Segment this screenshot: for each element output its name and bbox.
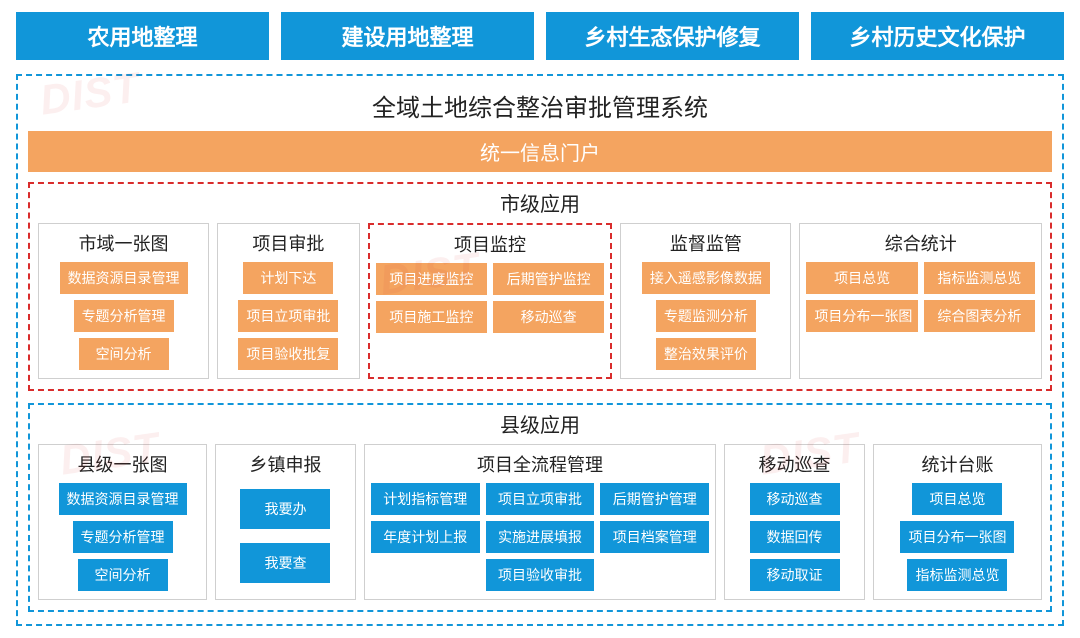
- col-title: 监督监管: [627, 230, 784, 256]
- pill-item[interactable]: 专题监测分析: [656, 300, 756, 332]
- section-county-title: 县级应用: [38, 409, 1042, 438]
- pill-item[interactable]: 空间分析: [79, 338, 169, 370]
- county-columns: 县级一张图 数据资源目录管理 专题分析管理 空间分析 乡镇申报 我要办 我要查 …: [38, 444, 1042, 600]
- city-columns: 市域一张图 数据资源目录管理 专题分析管理 空间分析 项目审批 计划下达 项目立…: [38, 223, 1042, 379]
- pill-item[interactable]: 项目档案管理: [600, 521, 709, 553]
- section-city-title: 市级应用: [38, 188, 1042, 217]
- pill-item[interactable]: 项目进度监控: [376, 263, 487, 295]
- section-city: 市级应用 市域一张图 数据资源目录管理 专题分析管理 空间分析 项目审批 计划下…: [28, 182, 1052, 391]
- section-county: 县级应用 县级一张图 数据资源目录管理 专题分析管理 空间分析 乡镇申报 我要办…: [28, 403, 1052, 612]
- top-tabs-row: 农用地整理 建设用地整理 乡村生态保护修复 乡村历史文化保护: [16, 12, 1064, 60]
- col-title: 综合统计: [806, 230, 1035, 256]
- pill-item[interactable]: 项目总览: [912, 483, 1002, 515]
- pill-item[interactable]: 移动巡查: [750, 483, 840, 515]
- pill-item[interactable]: 计划下达: [243, 262, 333, 294]
- pill-item[interactable]: 综合图表分析: [924, 300, 1035, 332]
- city-col-monitor: 项目监控 项目进度监控 后期管护监控 项目施工监控 移动巡查: [368, 223, 613, 379]
- pill-item[interactable]: 数据回传: [750, 521, 840, 553]
- pill-item[interactable]: 项目验收批复: [238, 338, 338, 370]
- pill-item[interactable]: 实施进展填报: [486, 521, 595, 553]
- pill-item[interactable]: 指标监测总览: [907, 559, 1007, 591]
- col-title: 项目全流程管理: [371, 451, 709, 477]
- pill-item[interactable]: 计划指标管理: [371, 483, 480, 515]
- col-title: 统计台账: [880, 451, 1035, 477]
- portal-bar[interactable]: 统一信息门户: [28, 131, 1052, 172]
- city-col-approval: 项目审批 计划下达 项目立项审批 项目验收批复: [217, 223, 360, 379]
- col-title: 项目审批: [224, 230, 353, 256]
- top-tab-construction[interactable]: 建设用地整理: [281, 12, 534, 60]
- pill-item[interactable]: 项目立项审批: [486, 483, 595, 515]
- col-title: 项目监控: [376, 231, 605, 257]
- pill-item[interactable]: 项目分布一张图: [900, 521, 1014, 553]
- main-container: 全域土地综合整治审批管理系统 统一信息门户 市级应用 市域一张图 数据资源目录管…: [16, 74, 1064, 626]
- county-col-mobile: 移动巡查 移动巡查 数据回传 移动取证: [724, 444, 865, 600]
- top-tab-eco-protect[interactable]: 乡村生态保护修复: [546, 12, 799, 60]
- pill-item[interactable]: 项目分布一张图: [806, 300, 917, 332]
- city-col-supervise: 监督监管 接入遥感影像数据 专题监测分析 整治效果评价: [620, 223, 791, 379]
- main-title: 全域土地综合整治审批管理系统: [28, 88, 1052, 123]
- pill-item[interactable]: 项目立项审批: [238, 300, 338, 332]
- pill-item[interactable]: 后期管护管理: [600, 483, 709, 515]
- pill-item[interactable]: 整治效果评价: [656, 338, 756, 370]
- pill-item[interactable]: 我要办: [240, 489, 330, 529]
- county-col-map: 县级一张图 数据资源目录管理 专题分析管理 空间分析: [38, 444, 207, 600]
- pill-item[interactable]: 数据资源目录管理: [60, 262, 188, 294]
- pill-item[interactable]: 项目总览: [806, 262, 917, 294]
- pill-item[interactable]: 项目验收审批: [486, 559, 595, 591]
- pill-item[interactable]: 指标监测总览: [924, 262, 1035, 294]
- top-tab-agri-land[interactable]: 农用地整理: [16, 12, 269, 60]
- pill-item[interactable]: 我要查: [240, 543, 330, 583]
- pill-item[interactable]: 移动取证: [750, 559, 840, 591]
- pill-item[interactable]: 专题分析管理: [73, 521, 173, 553]
- top-tab-history-protect[interactable]: 乡村历史文化保护: [811, 12, 1064, 60]
- pill-item[interactable]: 空间分析: [78, 559, 168, 591]
- pill-item[interactable]: 后期管护监控: [493, 263, 604, 295]
- pill-item[interactable]: 年度计划上报: [371, 521, 480, 553]
- county-col-ledger: 统计台账 项目总览 项目分布一张图 指标监测总览: [873, 444, 1042, 600]
- county-col-town-report: 乡镇申报 我要办 我要查: [215, 444, 356, 600]
- city-col-map: 市域一张图 数据资源目录管理 专题分析管理 空间分析: [38, 223, 209, 379]
- col-title: 市域一张图: [45, 230, 202, 256]
- pill-item[interactable]: 数据资源目录管理: [59, 483, 187, 515]
- col-title: 县级一张图: [45, 451, 200, 477]
- pill-item[interactable]: 移动巡查: [493, 301, 604, 333]
- pill-item[interactable]: 项目施工监控: [376, 301, 487, 333]
- county-col-process: 项目全流程管理 计划指标管理 项目立项审批 后期管护管理 年度计划上报 实施进展…: [364, 444, 716, 600]
- col-title: 乡镇申报: [222, 451, 349, 477]
- col-title: 移动巡查: [731, 451, 858, 477]
- pill-item[interactable]: 接入遥感影像数据: [642, 262, 770, 294]
- pill-item[interactable]: 专题分析管理: [74, 300, 174, 332]
- city-col-stats: 综合统计 项目总览 指标监测总览 项目分布一张图 综合图表分析: [799, 223, 1042, 379]
